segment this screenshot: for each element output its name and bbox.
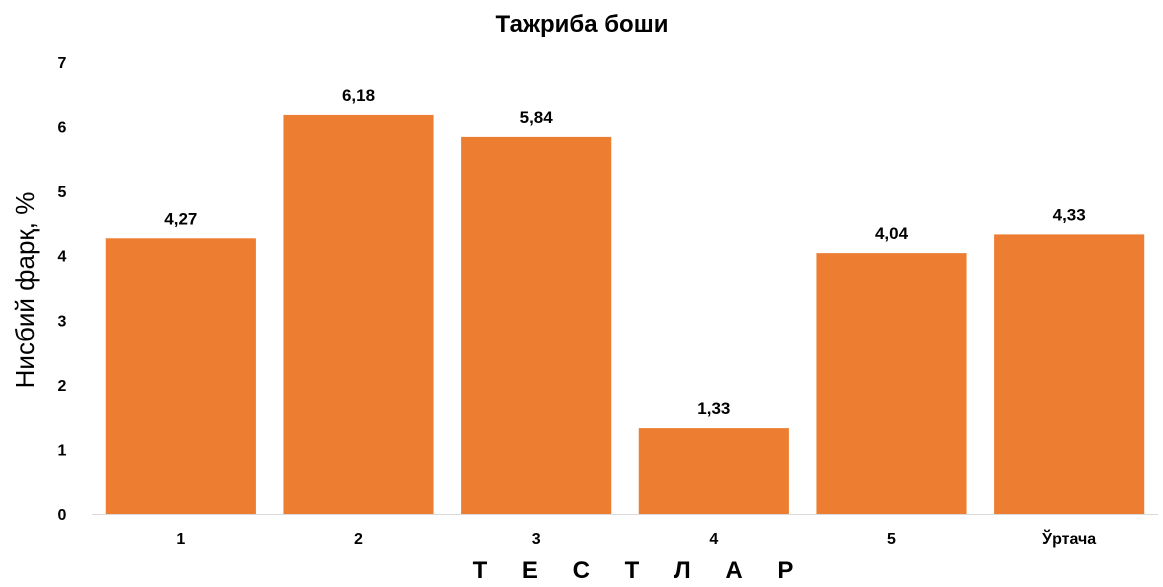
y-tick-label: 4 [58,249,67,266]
y-tick-label: 6 [58,120,67,137]
data-labels: 4,27 6,18 5,84 1,33 4,04 4,33 [164,86,1085,418]
y-axis-ticks: 0 1 2 3 4 5 6 7 [58,55,67,524]
data-label: 5,84 [520,108,554,127]
y-axis-label: Нисбий фарқ, % [10,192,40,389]
bars [105,114,1145,515]
x-tick-label: 2 [354,531,363,548]
data-label: 4,27 [164,209,197,228]
data-label: 6,18 [342,86,375,105]
bar [994,234,1145,515]
chart-title: Тажриба боши [496,11,669,38]
x-tick-label: 5 [887,531,896,548]
y-tick-label: 1 [58,442,67,459]
bar [283,114,434,514]
bar [461,136,612,514]
x-tick-label: 1 [176,531,185,548]
data-label: 1,33 [697,399,730,418]
x-axis-ticks: 1 2 3 4 5 Ўртача [176,528,1096,548]
x-tick-label: Ўртача [1041,528,1096,548]
x-tick-label: 3 [532,531,541,548]
bar [638,428,789,514]
y-tick-label: 2 [58,378,67,395]
bar [816,253,967,515]
y-tick-label: 5 [58,184,67,201]
x-tick-label: 4 [709,531,718,548]
y-tick-label: 0 [58,507,67,524]
y-tick-label: 7 [58,55,67,72]
y-tick-label: 3 [58,313,67,330]
x-axis-label: Т Е С Т Л А Р [473,557,808,582]
data-label: 4,04 [875,224,909,243]
bar [105,238,256,514]
data-label: 4,33 [1053,205,1086,224]
